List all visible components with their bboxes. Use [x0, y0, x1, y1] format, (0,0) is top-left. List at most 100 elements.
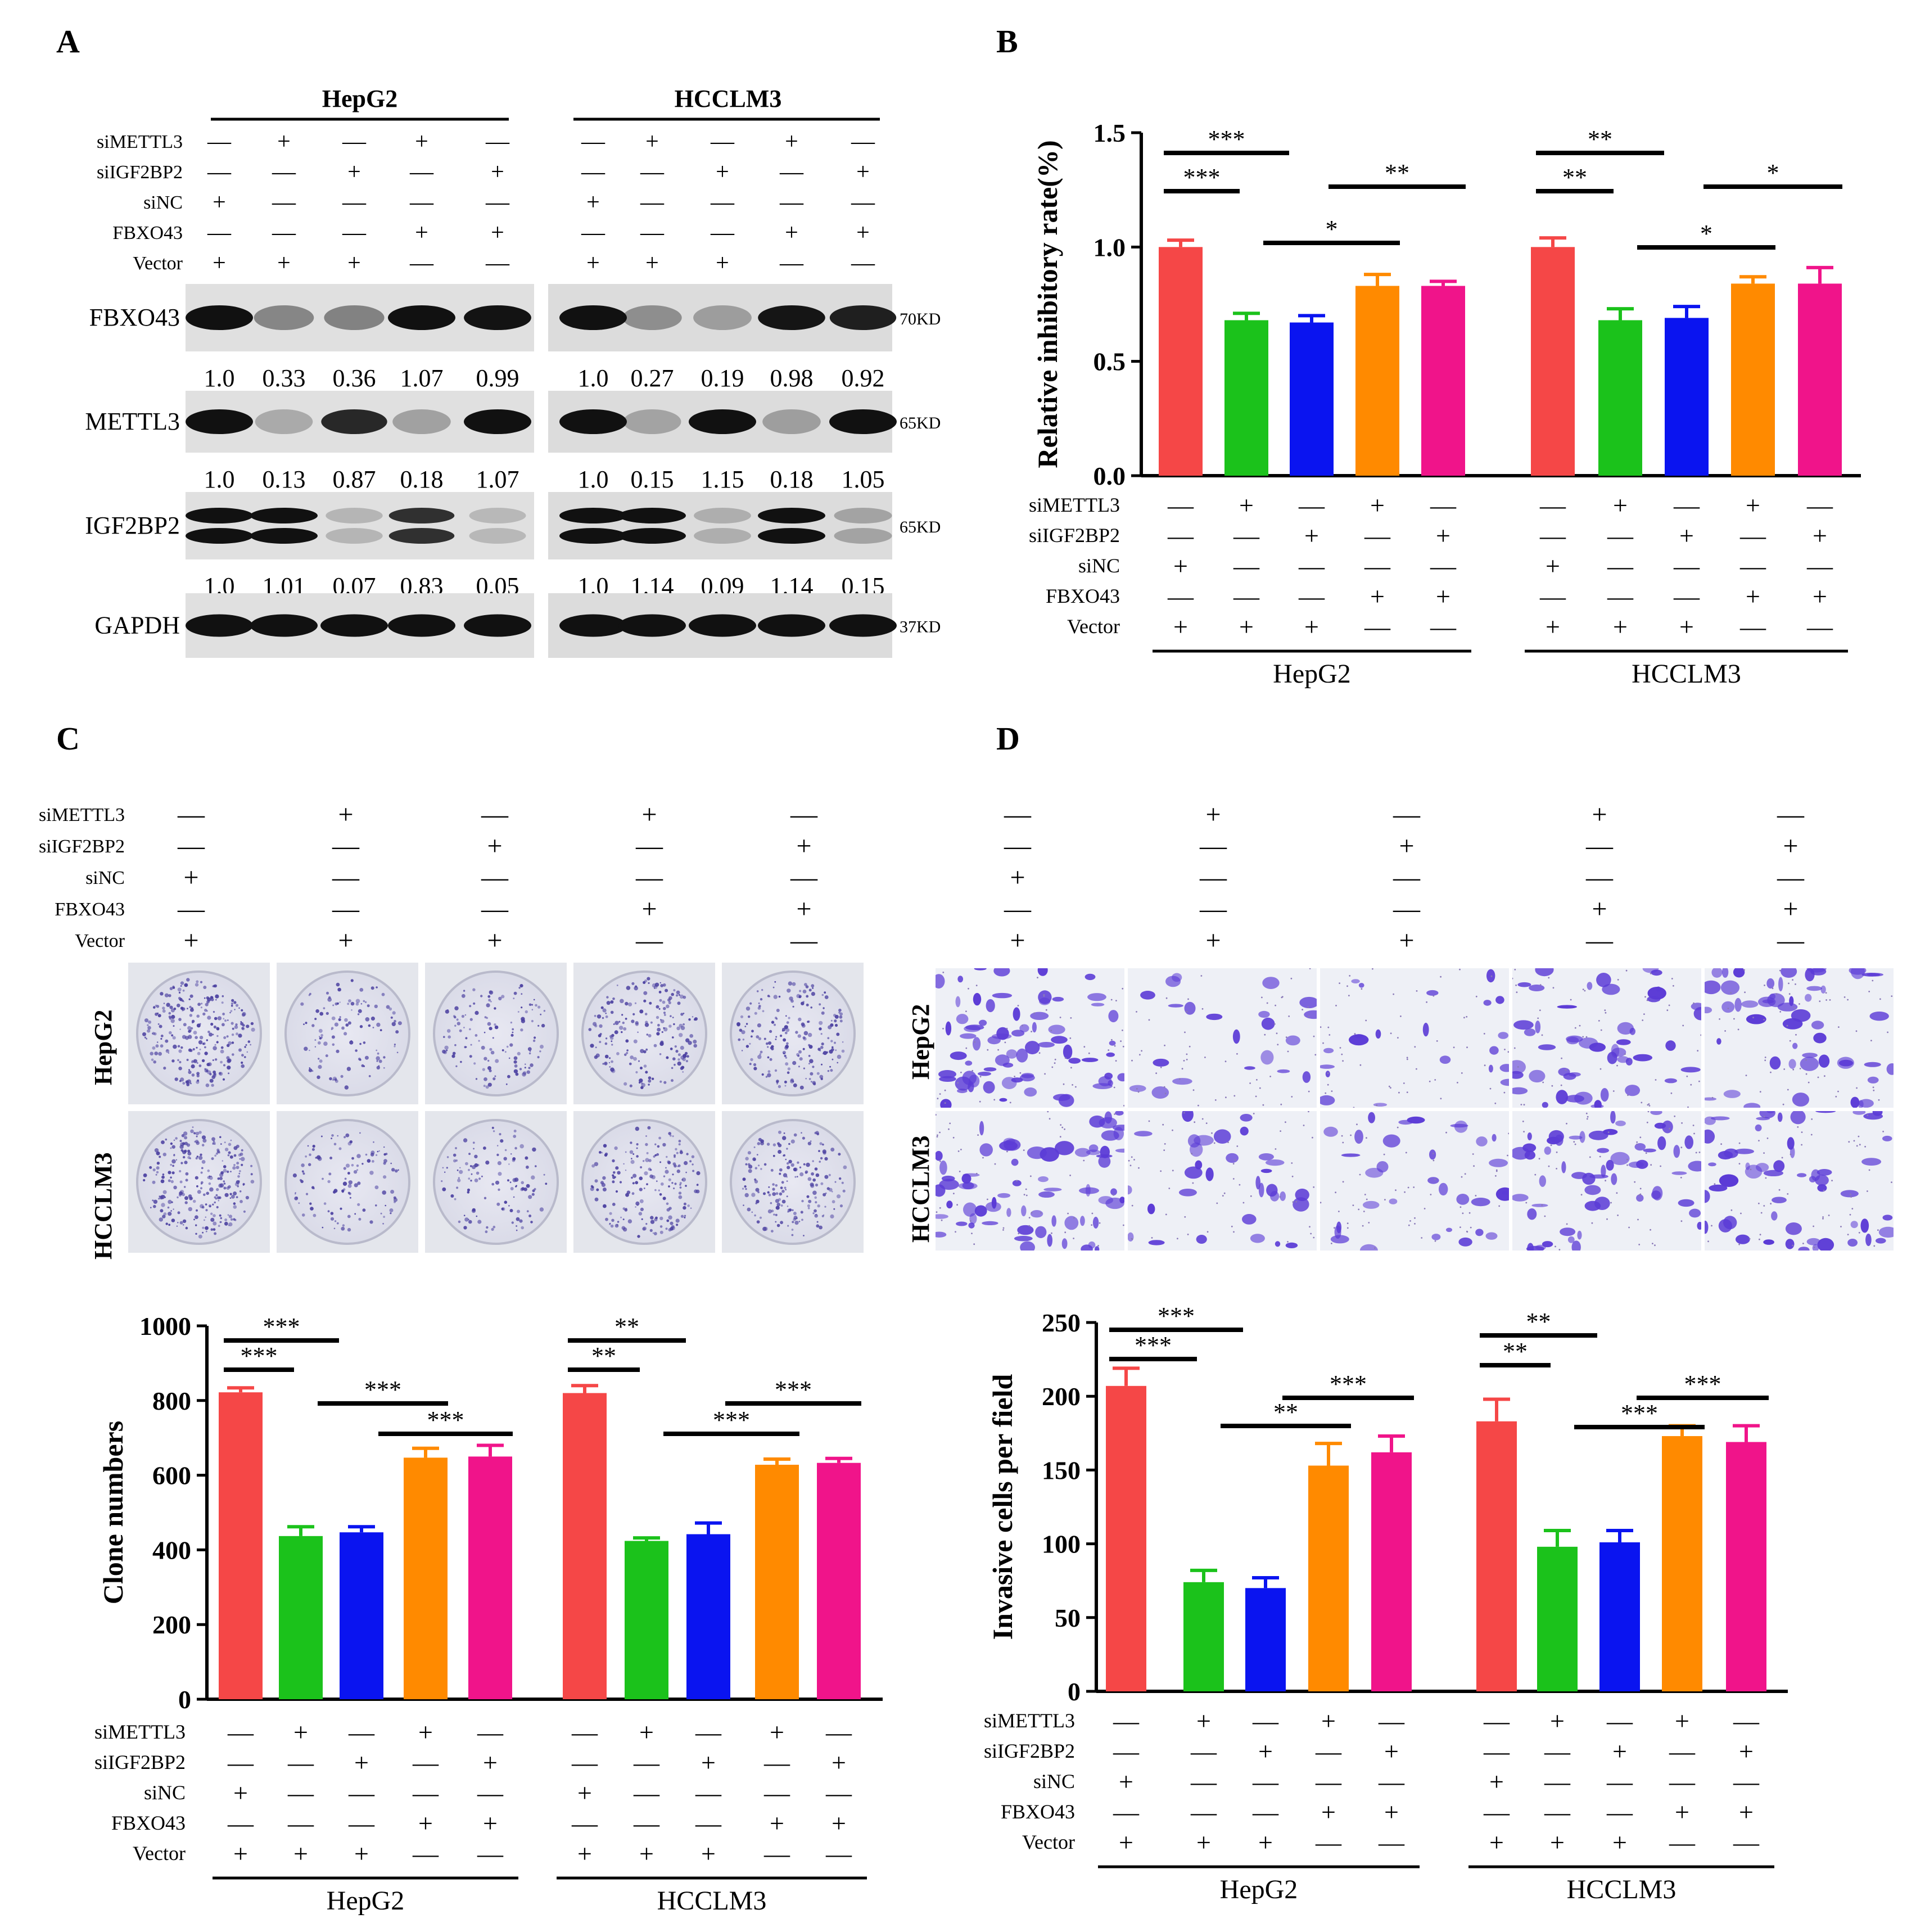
chart-c-condition-sign: +: [483, 1809, 498, 1838]
membrane-pore: [1397, 1126, 1399, 1128]
membrane-pore: [1693, 1002, 1694, 1004]
colony: [744, 1193, 749, 1198]
colony: [658, 1189, 660, 1191]
colony: [751, 1035, 753, 1038]
chart-c-y-tick-label: 0: [178, 1685, 191, 1714]
colony: [186, 978, 190, 982]
colony: [660, 1040, 664, 1044]
colony: [196, 1135, 198, 1137]
colony: [834, 1041, 836, 1044]
invasive-cell: [1561, 1161, 1566, 1173]
membrane-pore: [1788, 993, 1791, 995]
colony: [541, 1023, 545, 1028]
membrane-pore: [1765, 1177, 1767, 1179]
colony: [753, 1067, 757, 1071]
culture-dish: [284, 1119, 410, 1245]
membrane-pore: [1376, 1104, 1378, 1107]
invasive-cell: [1431, 1234, 1441, 1240]
colony: [372, 1160, 374, 1163]
colony: [810, 1006, 812, 1009]
colony: [444, 1171, 446, 1173]
invasive-cell: [938, 1070, 956, 1078]
membrane-pore: [1882, 1131, 1884, 1132]
colony: [757, 1023, 761, 1028]
membrane-pore: [1222, 1195, 1224, 1197]
colony: [236, 1196, 238, 1198]
membrane-pore: [1384, 1199, 1386, 1200]
membrane-pore: [1287, 1241, 1289, 1243]
colony: [489, 990, 492, 994]
colony: [158, 1051, 162, 1056]
colony: [231, 1004, 233, 1007]
membrane-pore: [1607, 1131, 1610, 1134]
colony: [159, 1217, 163, 1222]
colony: [226, 1186, 230, 1190]
invasive-cell: [1336, 1221, 1341, 1234]
invasive-cell: [1810, 968, 1827, 976]
membrane-pore: [1069, 1037, 1072, 1039]
blot-band: [250, 614, 318, 637]
invasive-cell: [1047, 1234, 1052, 1247]
colony: [222, 995, 224, 997]
chart-c-significance-label: ***: [364, 1376, 401, 1403]
colony: [233, 1205, 237, 1209]
membrane-pore: [1801, 1131, 1803, 1133]
invasive-cell: [955, 1076, 971, 1091]
chart-c-condition-sign: +: [577, 1839, 592, 1868]
colony: [223, 1064, 225, 1067]
membrane-pore: [1605, 1180, 1606, 1182]
colony: [161, 1175, 165, 1179]
invasive-cell: [1134, 1131, 1153, 1137]
colony: [171, 1059, 175, 1063]
colony: [654, 982, 659, 987]
chart-c-significance-label: ***: [241, 1342, 278, 1370]
colony: [816, 1221, 819, 1223]
colony: [223, 1078, 225, 1081]
colony: [532, 1189, 535, 1193]
membrane-pore: [1108, 1049, 1110, 1051]
chart-d-condition-label: FBXO43: [1001, 1800, 1075, 1823]
colony: [332, 1004, 335, 1006]
colony: [822, 1143, 824, 1146]
membrane-pore: [1507, 1051, 1509, 1053]
colony: [202, 1139, 207, 1143]
colony: [241, 1064, 245, 1068]
clone-condition-sign: +: [796, 894, 811, 924]
colony: [695, 1189, 700, 1194]
blot-condition-sign: +: [347, 250, 361, 276]
colony: [829, 1049, 833, 1054]
colony: [506, 1045, 509, 1048]
colony: [783, 1038, 787, 1042]
colony: [663, 1175, 666, 1177]
colony: [197, 1190, 201, 1194]
colony: [648, 1079, 652, 1083]
membrane-pore: [1550, 1144, 1552, 1146]
colony: [653, 987, 656, 989]
invasive-cell: [1086, 1184, 1091, 1197]
colony: [450, 1194, 454, 1198]
colony: [600, 1006, 604, 1009]
chart-b-condition-sign: +: [1173, 612, 1188, 641]
colony: [816, 1224, 820, 1228]
invasive-cell: [1517, 982, 1531, 987]
colony: [239, 1170, 241, 1172]
colony: [223, 1186, 227, 1190]
colony: [327, 1180, 331, 1184]
colony: [762, 1226, 767, 1231]
colony: [210, 1022, 214, 1026]
clone-condition-sign: —: [635, 831, 663, 861]
blot-condition-sign: +: [491, 159, 504, 185]
invasive-cell: [1577, 1230, 1582, 1240]
colony: [692, 1016, 694, 1018]
chart-d-significance-label: ***: [1330, 1370, 1367, 1398]
invasive-cell: [1128, 1185, 1132, 1195]
colony: [220, 1221, 222, 1223]
colony: [839, 1019, 843, 1023]
blot-condition-sign: +: [586, 250, 600, 276]
colony: [311, 1148, 315, 1151]
chart-b-condition-sign: —: [1167, 582, 1194, 611]
membrane-pore: [1365, 1019, 1367, 1022]
colony: [816, 1132, 820, 1136]
colony: [644, 1171, 648, 1176]
colony: [532, 1039, 536, 1042]
